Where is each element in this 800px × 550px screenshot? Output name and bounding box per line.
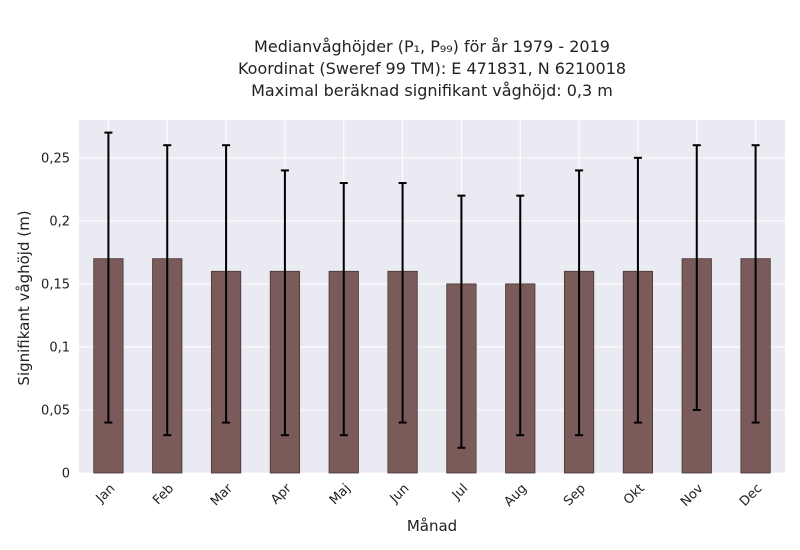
- y-tick-label: 0: [62, 467, 70, 482]
- chart-title: Medianvåghöjder (P₁, P₉₉) för år 1979 - …: [238, 37, 626, 100]
- title-line-1: Medianvåghöjder (P₁, P₉₉) för år 1979 - …: [254, 37, 610, 56]
- x-tick-label: Feb: [150, 481, 177, 508]
- x-tick-label: Okt: [621, 481, 648, 508]
- x-tick-label: Jan: [93, 481, 118, 506]
- y-axis-ticks: 0 0,05 0,1 0,15 0,2 0,25: [41, 151, 70, 481]
- x-tick-label: Jul: [449, 481, 471, 503]
- y-tick-label: 0,2: [49, 214, 70, 229]
- x-tick-label: Sep: [561, 481, 589, 509]
- x-tick-label: Apr: [268, 481, 295, 508]
- y-axis-label: Signifikant våghöjd (m): [15, 210, 33, 385]
- y-tick-label: 0,15: [41, 277, 70, 292]
- x-tick-label: Aug: [502, 481, 531, 510]
- x-tick-label: Nov: [678, 481, 707, 510]
- x-axis-label: Månad: [407, 517, 457, 535]
- plot-area: [79, 120, 785, 473]
- x-tick-label: Jun: [387, 481, 413, 507]
- y-tick-label: 0,25: [41, 151, 70, 166]
- x-tick-label: Maj: [327, 481, 354, 508]
- x-tick-label: Mar: [208, 481, 236, 509]
- title-line-2: Koordinat (Sweref 99 TM): E 471831, N 62…: [238, 59, 626, 78]
- title-line-3: Maximal beräknad signifikant våghöjd: 0,…: [251, 81, 613, 100]
- y-tick-label: 0,05: [41, 403, 70, 418]
- x-axis-ticks: Jan Feb Mar Apr Maj Jun Jul Aug Sep Okt Nov Dec: [93, 481, 766, 510]
- x-tick-label: Dec: [737, 481, 765, 509]
- y-tick-label: 0,1: [49, 340, 70, 355]
- error-bars: [104, 131, 760, 449]
